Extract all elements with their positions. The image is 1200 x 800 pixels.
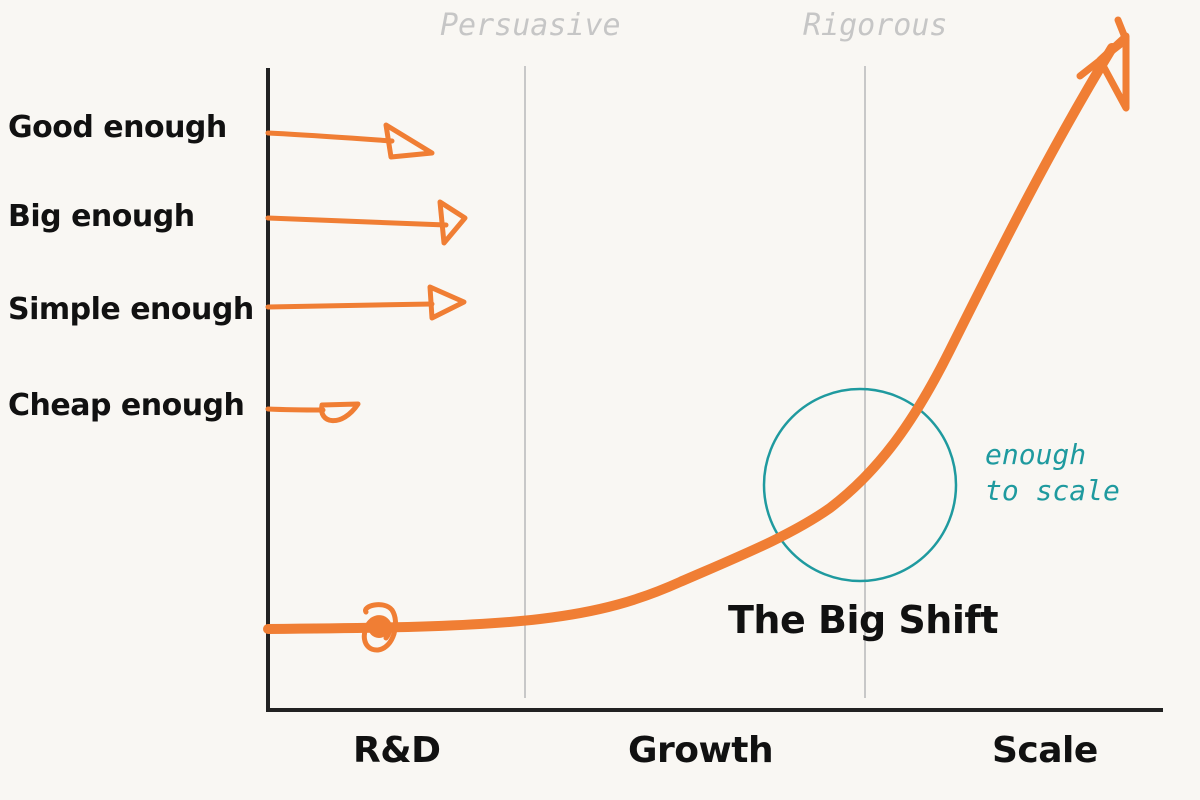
curve-arrow-head <box>1076 16 1130 112</box>
criterion-simple-enough: Simple enough <box>8 292 254 327</box>
arrow-cheap-enough <box>265 401 361 424</box>
note-enough: enough <box>985 438 1087 471</box>
criterion-good-enough: Good enough <box>8 110 227 145</box>
big-shift-label: The Big Shift <box>728 598 999 642</box>
big-shift-circle <box>762 387 958 583</box>
arrow-good-enough <box>265 122 435 160</box>
curve-start-scribble <box>361 602 398 653</box>
criterion-cheap-enough: Cheap enough <box>8 388 245 423</box>
criterion-big-enough: Big enough <box>8 199 195 234</box>
phase-rd: R&D <box>353 730 441 771</box>
arrow-big-enough <box>265 199 468 246</box>
note-to-scale: to scale <box>985 474 1120 507</box>
label-persuasive: Persuasive <box>440 8 621 43</box>
phase-scale: Scale <box>992 730 1098 771</box>
label-rigorous: Rigorous <box>803 8 948 43</box>
arrow-simple-enough <box>265 284 467 321</box>
growth-curve <box>263 43 1117 634</box>
phase-growth: Growth <box>628 730 774 771</box>
